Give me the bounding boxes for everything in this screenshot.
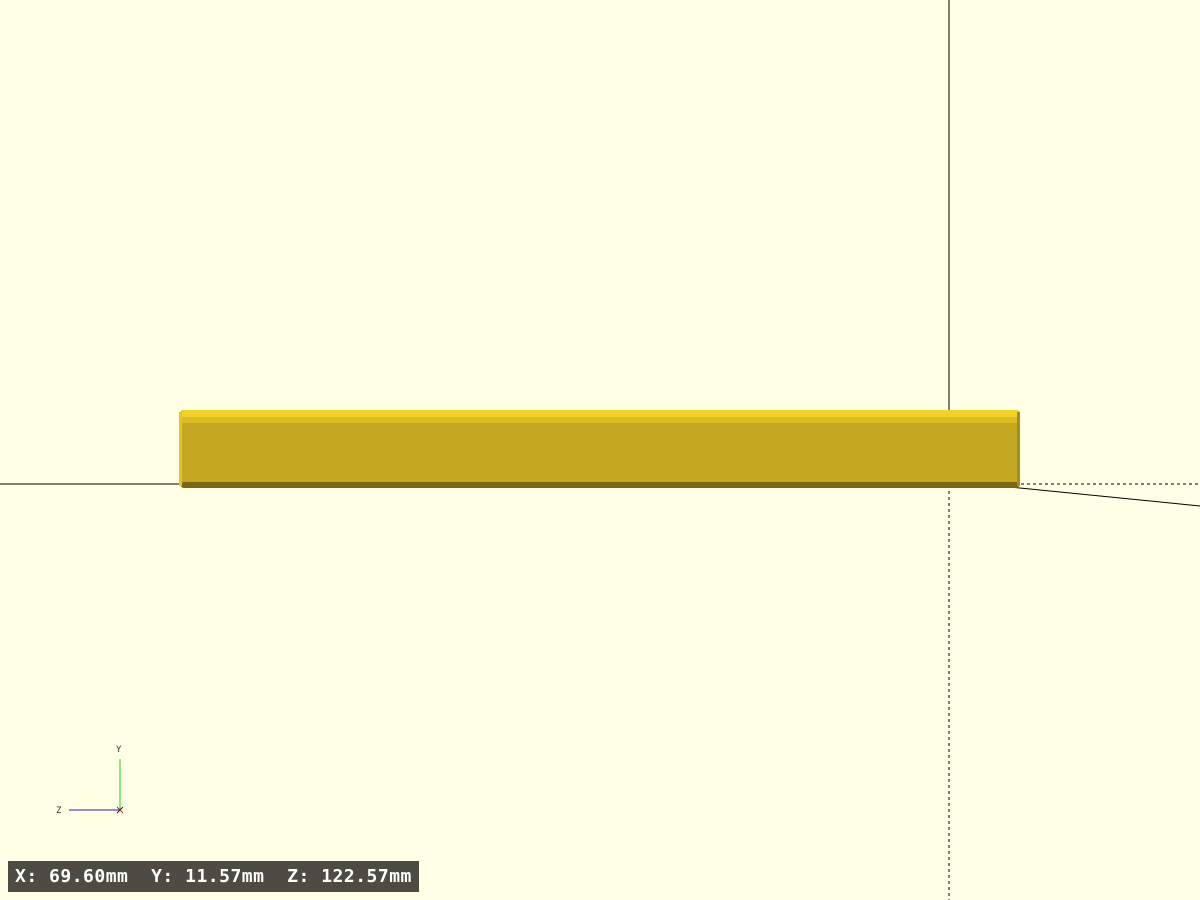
x-coordinate-value: 69.60mm [49, 866, 129, 887]
z-coordinate-value: 122.57mm [321, 866, 412, 887]
bar-top-bevel-lower [181, 417, 1019, 423]
gizmo-y-label: Y [116, 745, 122, 755]
x-coordinate-label: X: [15, 866, 38, 887]
bar-top-bevel [181, 410, 1019, 418]
gizmo-z-label: Z [56, 806, 62, 816]
bar-left-edge [179, 412, 182, 486]
bar-right-edge [1017, 412, 1020, 486]
y-coordinate-label: Y: [151, 866, 174, 887]
z-coordinate-label: Z: [287, 866, 310, 887]
axis-depth [1009, 486, 1200, 507]
bar-model[interactable] [179, 410, 1020, 488]
y-coordinate-value: 11.57mm [185, 866, 265, 887]
bar-bottom-edge [181, 482, 1019, 488]
coordinate-readout: X: 69.60mm Y: 11.57mm Z: 122.57mm [8, 861, 419, 892]
gizmo-x-axis-mark-2 [116, 806, 124, 814]
bar-front-face [180, 410, 1020, 488]
